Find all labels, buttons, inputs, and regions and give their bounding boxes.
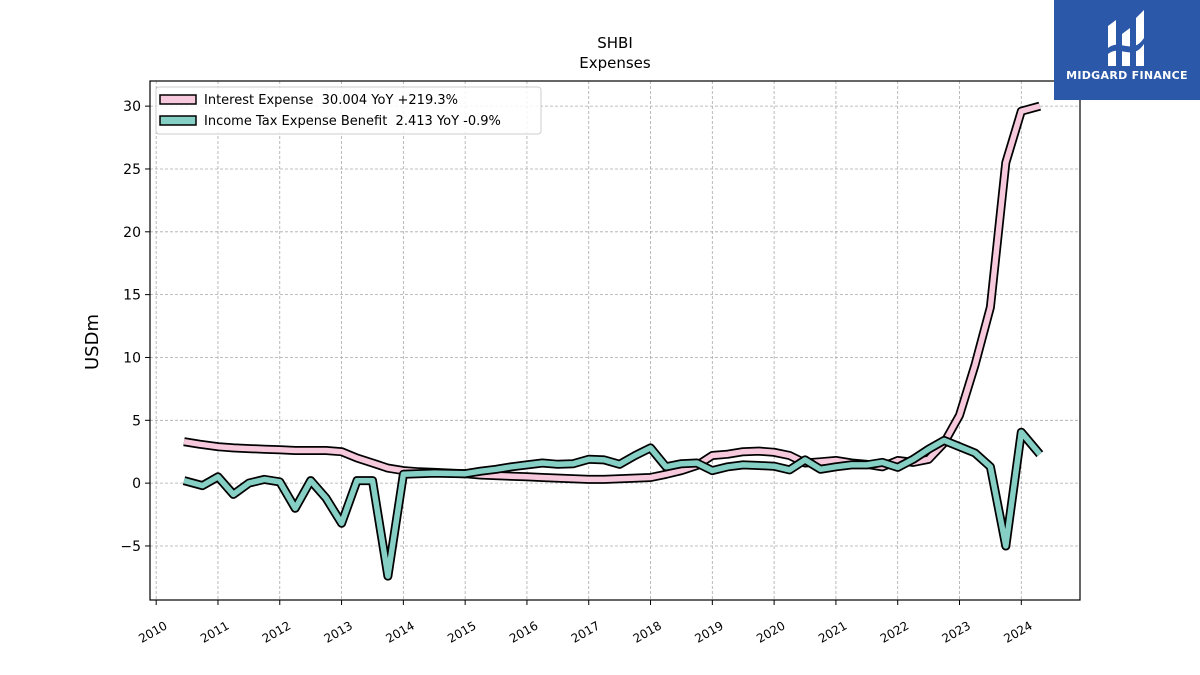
y-tick-label: −5 xyxy=(120,539,141,555)
y-tick-label: 5 xyxy=(132,413,141,429)
legend-swatch-interest-expense xyxy=(159,94,197,105)
series-lines xyxy=(182,101,1044,581)
y-axis-label: USDm xyxy=(82,314,103,370)
y-tick-label: 10 xyxy=(123,350,141,366)
y-tick-label: 25 xyxy=(123,162,141,178)
chart-subtitle: Expenses xyxy=(579,54,651,72)
logo-text: MIDGARD FINANCE xyxy=(1066,69,1188,82)
y-axis: −5 0 5 10 15 20 25 30 xyxy=(120,99,150,555)
legend-box xyxy=(155,86,542,135)
chart-title: SHBI xyxy=(597,34,633,52)
y-tick-label: 20 xyxy=(123,225,141,241)
plot-frame xyxy=(149,80,1081,601)
y-tick-label: 0 xyxy=(132,476,141,492)
y-tick-label: 30 xyxy=(123,99,141,115)
series-line-interest-expense xyxy=(183,103,1041,483)
logo-mark-icon xyxy=(1108,10,1144,66)
legend: Interest Expense 30.004 YoY +219.3% Inco… xyxy=(155,86,542,135)
y-tick-label: 15 xyxy=(123,288,141,304)
legend-label-income-tax: Income Tax Expense Benefit 2.413 YoY -0.… xyxy=(204,114,501,129)
brand-logo: MIDGARD FINANCE xyxy=(1054,0,1200,100)
series-line-income-tax-expense-benefit xyxy=(183,429,1042,579)
legend-swatch-income-tax xyxy=(159,115,197,126)
legend-label-interest-expense: Interest Expense 30.004 YoY +219.3% xyxy=(204,93,458,108)
